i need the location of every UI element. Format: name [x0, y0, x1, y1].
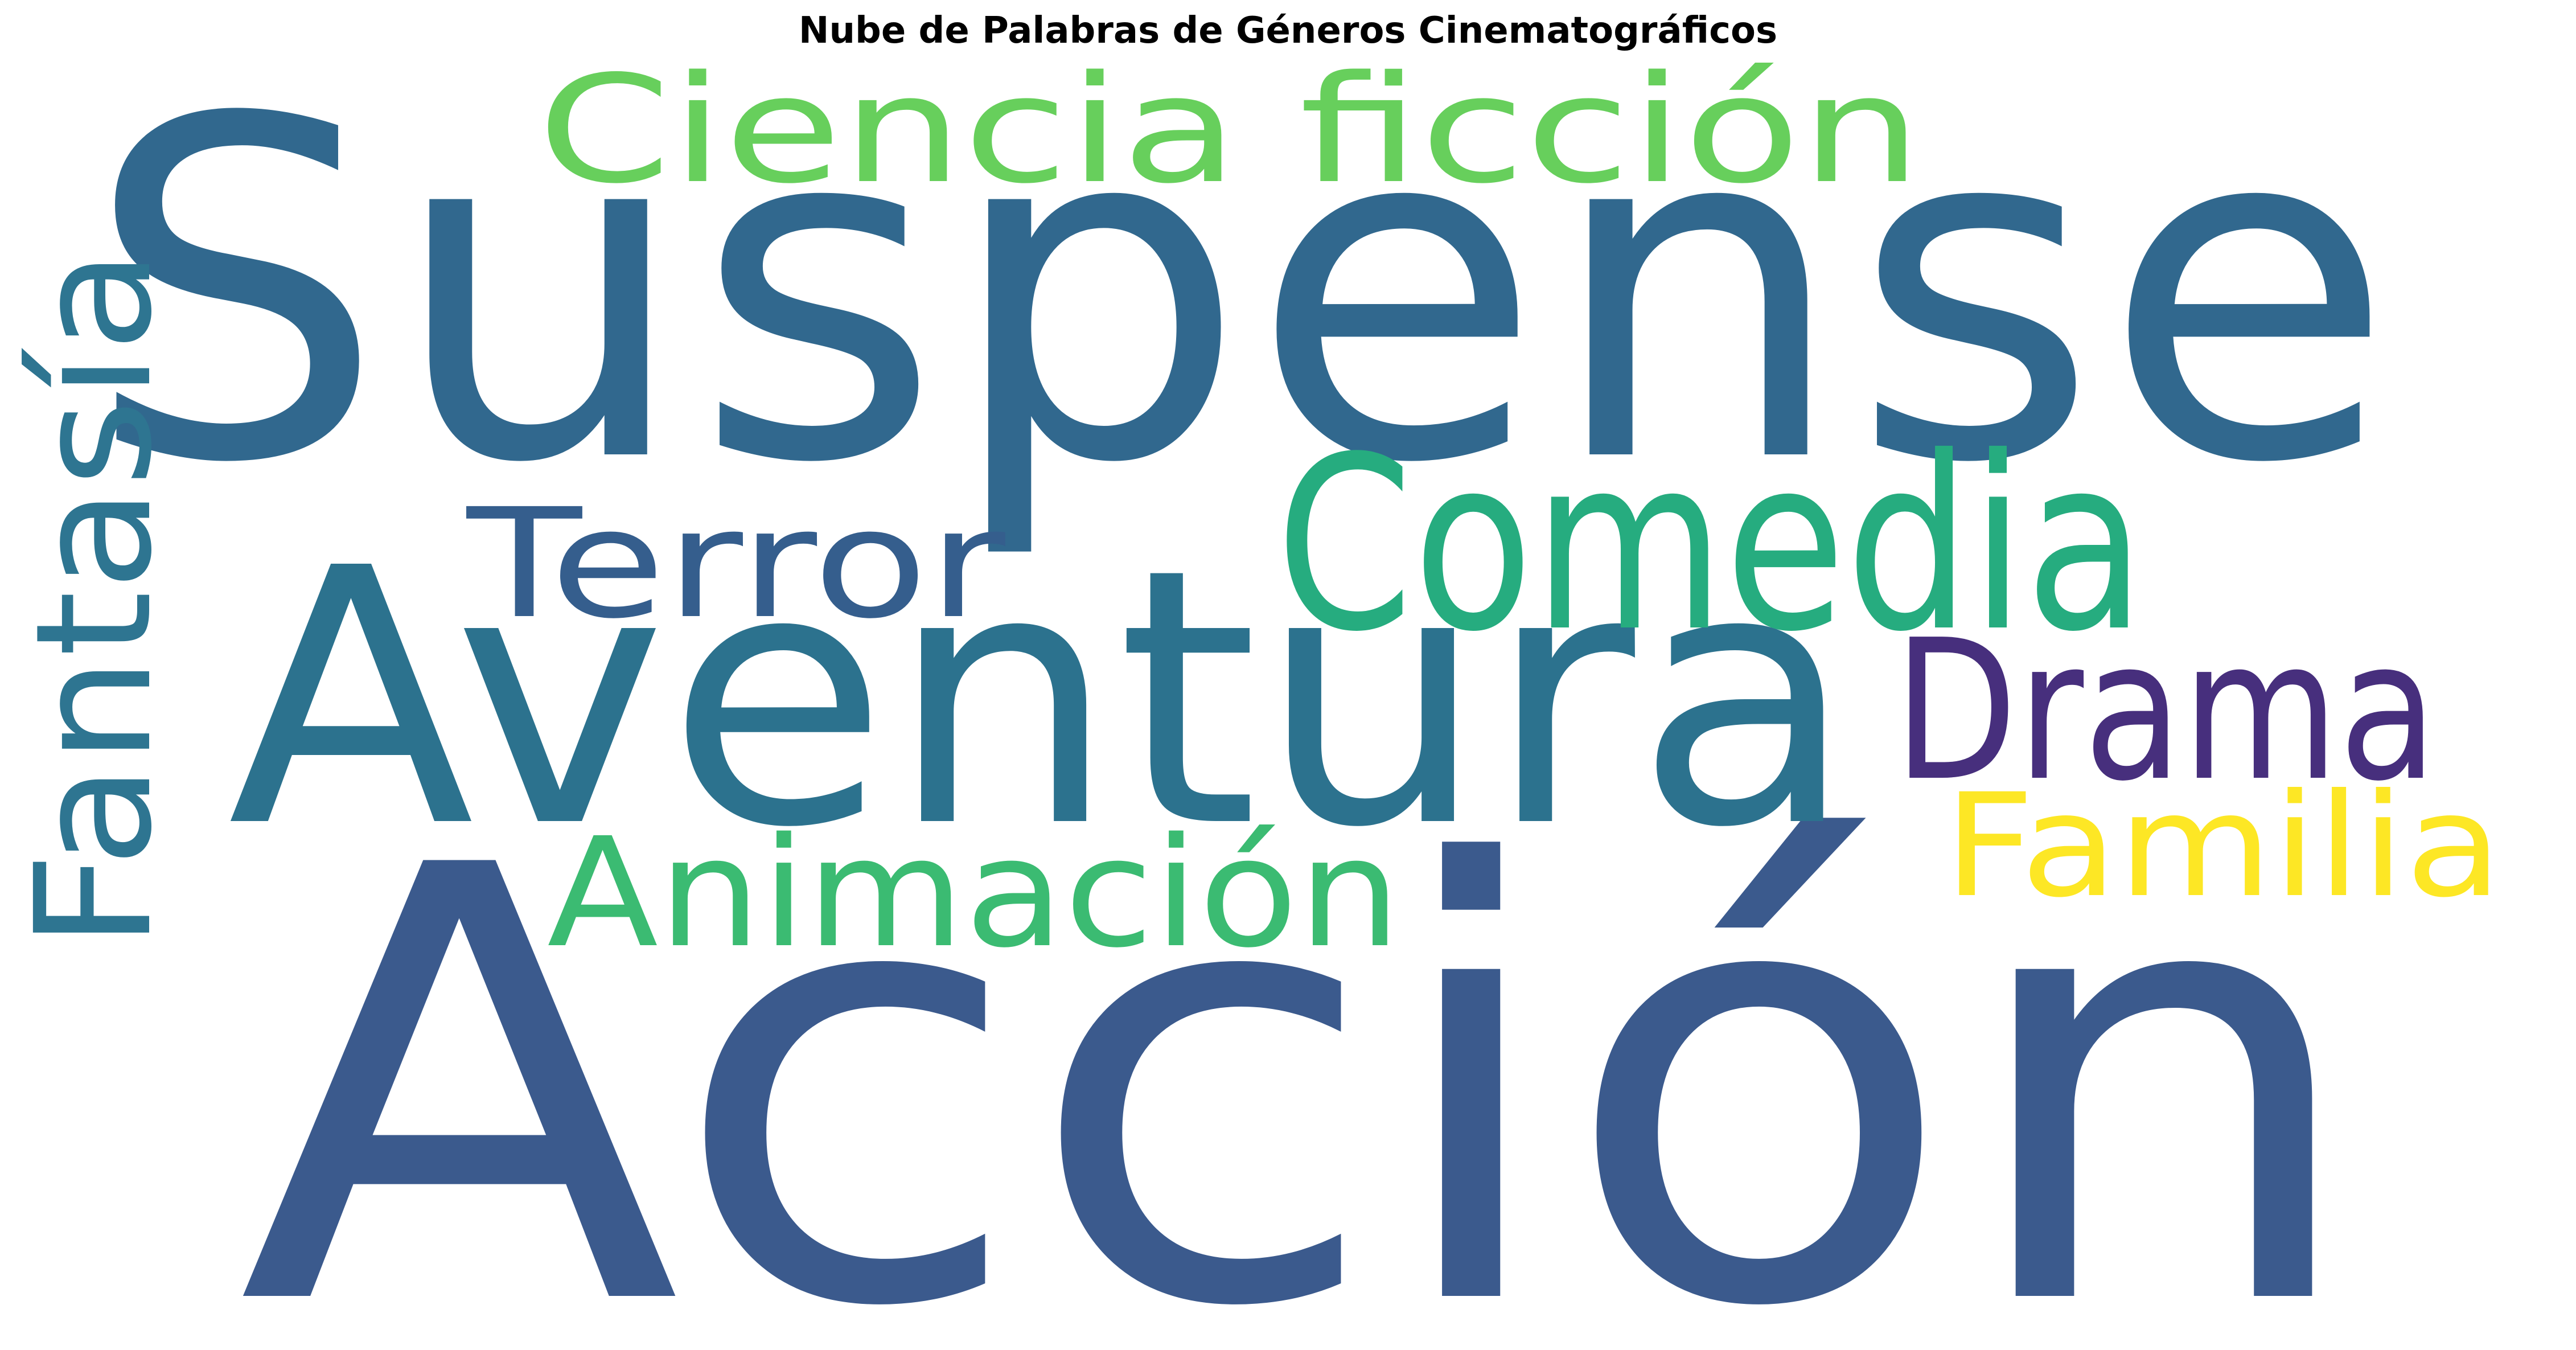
- word-aventura: Aventura: [228, 494, 1856, 905]
- word-ciencia-ficcion: Ciencia ficción: [537, 44, 1922, 216]
- word-familia: Familia: [1944, 763, 2503, 929]
- chart-title: Nube de Palabras de Géneros Cinematográf…: [798, 10, 1778, 52]
- word-terror: Terror: [464, 477, 1008, 652]
- word-animacion: Animación: [547, 806, 1401, 981]
- word-comedia: Comedia: [1276, 406, 2146, 684]
- word-accion: Acción: [238, 741, 2367, 1350]
- word-suspense: Suspense: [84, 22, 2398, 565]
- word-fantasia: Fantasía: [2, 249, 187, 949]
- word-drama: Drama: [1894, 598, 2438, 824]
